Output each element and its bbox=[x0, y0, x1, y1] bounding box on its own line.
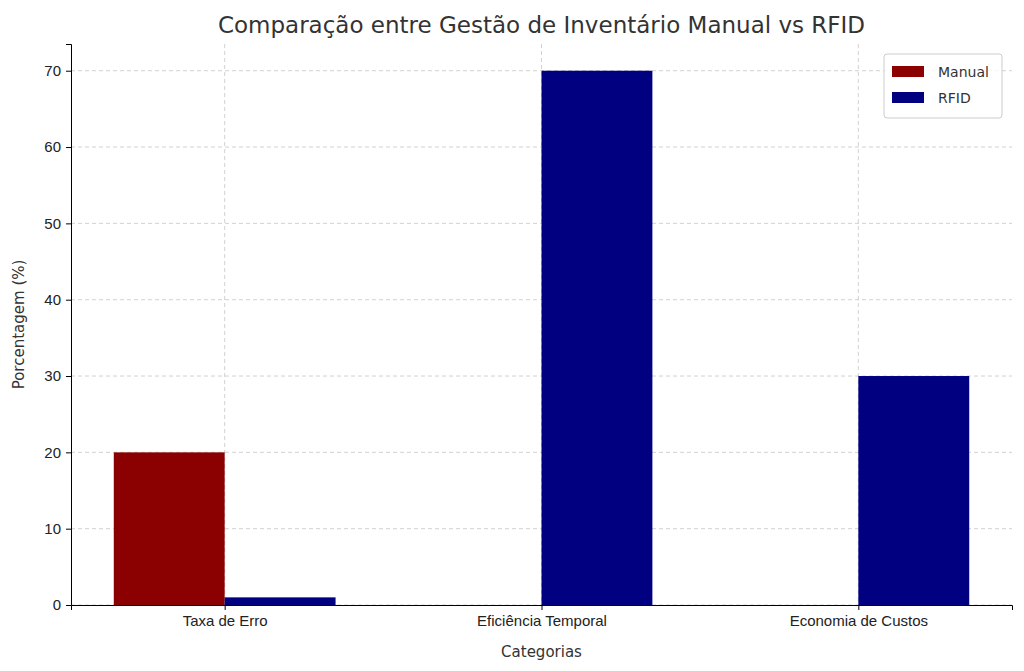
y-axis-title: Porcentagem (%) bbox=[10, 260, 28, 390]
x-tick-label: Taxa de Erro bbox=[183, 612, 268, 629]
x-tick-label: Economia de Custos bbox=[790, 612, 928, 629]
x-tick: Eficiência Temporal bbox=[477, 605, 607, 629]
bar bbox=[858, 376, 969, 605]
legend-box bbox=[884, 54, 1002, 118]
x-tick-label: Eficiência Temporal bbox=[477, 612, 607, 629]
bar bbox=[114, 452, 225, 605]
y-axis-line bbox=[66, 45, 72, 606]
x-tick-mark bbox=[858, 605, 859, 610]
y-tick-mark bbox=[66, 529, 71, 530]
bar bbox=[542, 71, 653, 605]
y-tick: 10 bbox=[44, 520, 71, 537]
y-tick-mark bbox=[66, 452, 71, 453]
y-tick: 20 bbox=[44, 444, 71, 461]
legend: Manual RFID bbox=[884, 54, 1002, 118]
y-tick-label: 30 bbox=[44, 367, 61, 384]
x-axis-line bbox=[72, 606, 1013, 611]
y-tick-mark bbox=[66, 300, 71, 301]
x-tick: Economia de Custos bbox=[790, 605, 928, 629]
y-tick-mark bbox=[66, 223, 71, 224]
legend-swatch bbox=[892, 66, 924, 77]
bar bbox=[747, 605, 858, 606]
y-tick: 0 bbox=[53, 596, 71, 613]
x-tick-mark bbox=[225, 605, 226, 610]
y-axis: 0 10 20 30 40 50 60 70 bbox=[44, 45, 71, 614]
y-tick-mark bbox=[66, 376, 71, 377]
y-tick: 50 bbox=[44, 215, 71, 232]
x-tick: Taxa de Erro bbox=[183, 605, 268, 629]
y-tick: 40 bbox=[44, 291, 71, 308]
legend-label: RFID bbox=[938, 90, 971, 106]
x-tick-mark bbox=[542, 605, 543, 610]
grid bbox=[71, 44, 1012, 605]
y-tick-label: 70 bbox=[44, 62, 61, 79]
x-axis: Taxa de Erro Eficiência Temporal Economia … bbox=[72, 605, 1013, 629]
legend-item: RFID bbox=[892, 90, 971, 106]
y-tick-label: 0 bbox=[53, 596, 61, 613]
y-tick-label: 40 bbox=[44, 291, 61, 308]
y-tick-label: 20 bbox=[44, 444, 61, 461]
bar bbox=[431, 605, 542, 606]
legend-item: Manual bbox=[892, 64, 989, 80]
y-tick-mark bbox=[66, 147, 71, 148]
chart-container: 0 10 20 30 40 50 60 70 Taxa de Erro Eficiência Te… bbox=[0, 0, 1024, 671]
y-tick-mark bbox=[66, 71, 71, 72]
y-tick: 60 bbox=[44, 138, 71, 155]
plot-area: 0 10 20 30 40 50 60 70 Taxa de Erro Eficiência Te… bbox=[44, 44, 1012, 629]
x-axis-title: Categorias bbox=[501, 643, 582, 661]
title: Comparação entre Gestão de Inventário Ma… bbox=[218, 12, 865, 38]
legend-label: Manual bbox=[938, 64, 989, 80]
y-tick: 30 bbox=[44, 367, 71, 384]
y-tick: 70 bbox=[44, 62, 71, 79]
bars bbox=[114, 71, 969, 605]
chart-svg: 0 10 20 30 40 50 60 70 Taxa de Erro Eficiência Te… bbox=[0, 0, 1024, 671]
bar bbox=[225, 597, 336, 605]
legend-swatch bbox=[892, 92, 924, 103]
y-tick-mark bbox=[66, 605, 71, 606]
y-tick-label: 50 bbox=[44, 215, 61, 232]
y-tick-label: 10 bbox=[44, 520, 61, 537]
y-tick-label: 60 bbox=[44, 138, 61, 155]
